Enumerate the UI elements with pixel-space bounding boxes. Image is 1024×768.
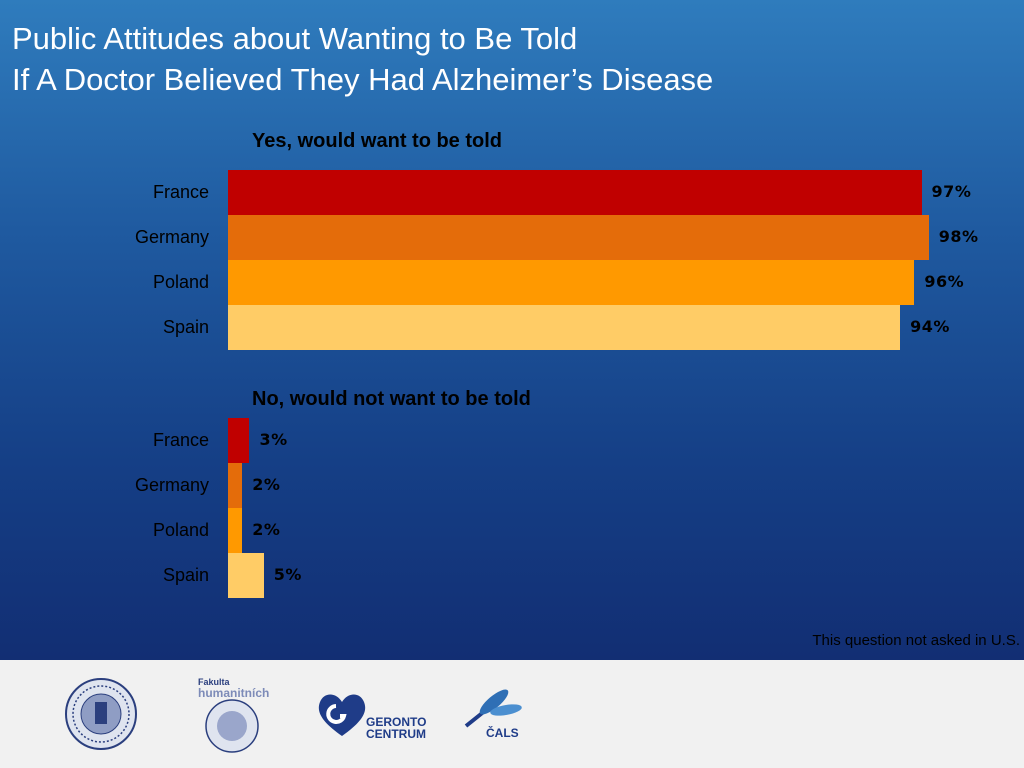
chart-yes-category-label-germany: Germany	[134, 226, 209, 247]
cals-text: ČALS	[486, 726, 519, 740]
heart-icon	[318, 694, 366, 736]
slide-background: Public Attitudes about Wanting to Be Tol…	[0, 0, 1024, 660]
chart-no-value-label-spain: 5%	[273, 565, 302, 584]
faculty-logo-line2: humanitních	[198, 686, 270, 700]
chart-yes-category-label-poland: Poland	[152, 271, 209, 292]
dragonfly-icon	[464, 689, 522, 728]
geronto-text: GERONTO	[366, 715, 427, 729]
chart-no-bar-france	[228, 418, 250, 463]
chart-no-category-label-germany: Germany	[134, 474, 209, 495]
footer-logo-strip: Fakulta humanitních GERONTO CENTRUM ČALS	[0, 660, 1024, 768]
chart-no-value-label-poland: 2%	[252, 520, 281, 539]
chart-no-title: No, would not want to be told	[252, 388, 531, 410]
centrum-text: CENTRUM	[366, 727, 426, 741]
faculty-seal-icon	[205, 699, 259, 753]
chart-yes-value-label-germany: 98%	[938, 227, 979, 246]
chart-yes-value-label-spain: 94%	[910, 317, 950, 336]
chart-yes-category-label-spain: Spain	[162, 316, 209, 337]
chart-yes-title: Yes, would want to be told	[252, 130, 503, 152]
chart-no-category-label-poland: Poland	[152, 519, 209, 540]
faculty-logo: Fakulta humanitních	[198, 678, 278, 758]
chart-no-category-label-spain: Spain	[162, 564, 209, 585]
chart-yes-category-label-france: France	[152, 181, 209, 202]
chart-no-value-label-germany: 2%	[252, 475, 281, 494]
chart-yes-bar-poland	[228, 260, 915, 305]
chart-no-bar-germany	[228, 463, 243, 508]
chart-yes-bar-france	[228, 170, 922, 215]
chart-yes-value-label-poland: 96%	[924, 272, 965, 291]
chart-yes-value-label-france: 97%	[931, 182, 972, 201]
chart-yes-bar-germany	[228, 215, 929, 260]
university-seal-logo	[65, 678, 137, 750]
chart-no-bar-poland	[228, 508, 243, 553]
chart-yes-bar-spain	[228, 305, 901, 350]
chart-no-category-label-france: France	[152, 429, 209, 450]
footnote: This question not asked in U.S.	[812, 632, 1020, 649]
chart-no-value-label-france: 3%	[259, 430, 288, 449]
title-line-2: If A Doctor Believed They Had Alzheimer’…	[12, 62, 714, 97]
geronto-centrum-logo: GERONTO CENTRUM	[314, 686, 427, 746]
alzheimer-society-logo: ČALS	[456, 680, 542, 750]
page-title: Public Attitudes about Wanting to Be Tol…	[12, 18, 713, 100]
chart-no-bar-spain	[228, 553, 264, 598]
faculty-logo-line1: Fakulta	[198, 677, 230, 687]
title-line-1: Public Attitudes about Wanting to Be Tol…	[12, 21, 578, 56]
